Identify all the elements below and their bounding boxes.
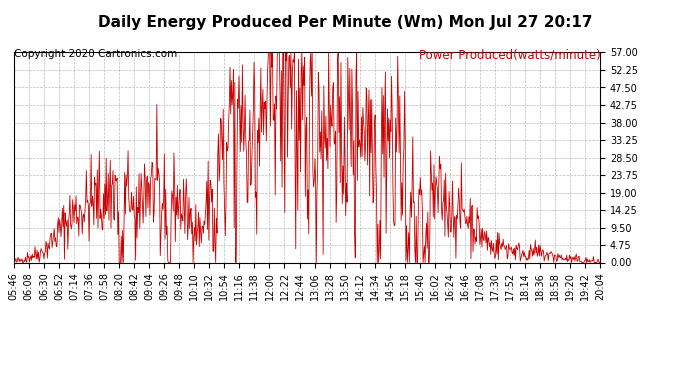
Text: Daily Energy Produced Per Minute (Wm) Mon Jul 27 20:17: Daily Energy Produced Per Minute (Wm) Mo… [98,15,592,30]
Text: Copyright 2020 Cartronics.com: Copyright 2020 Cartronics.com [14,49,177,59]
Text: Power Produced(watts/minute): Power Produced(watts/minute) [419,49,600,62]
